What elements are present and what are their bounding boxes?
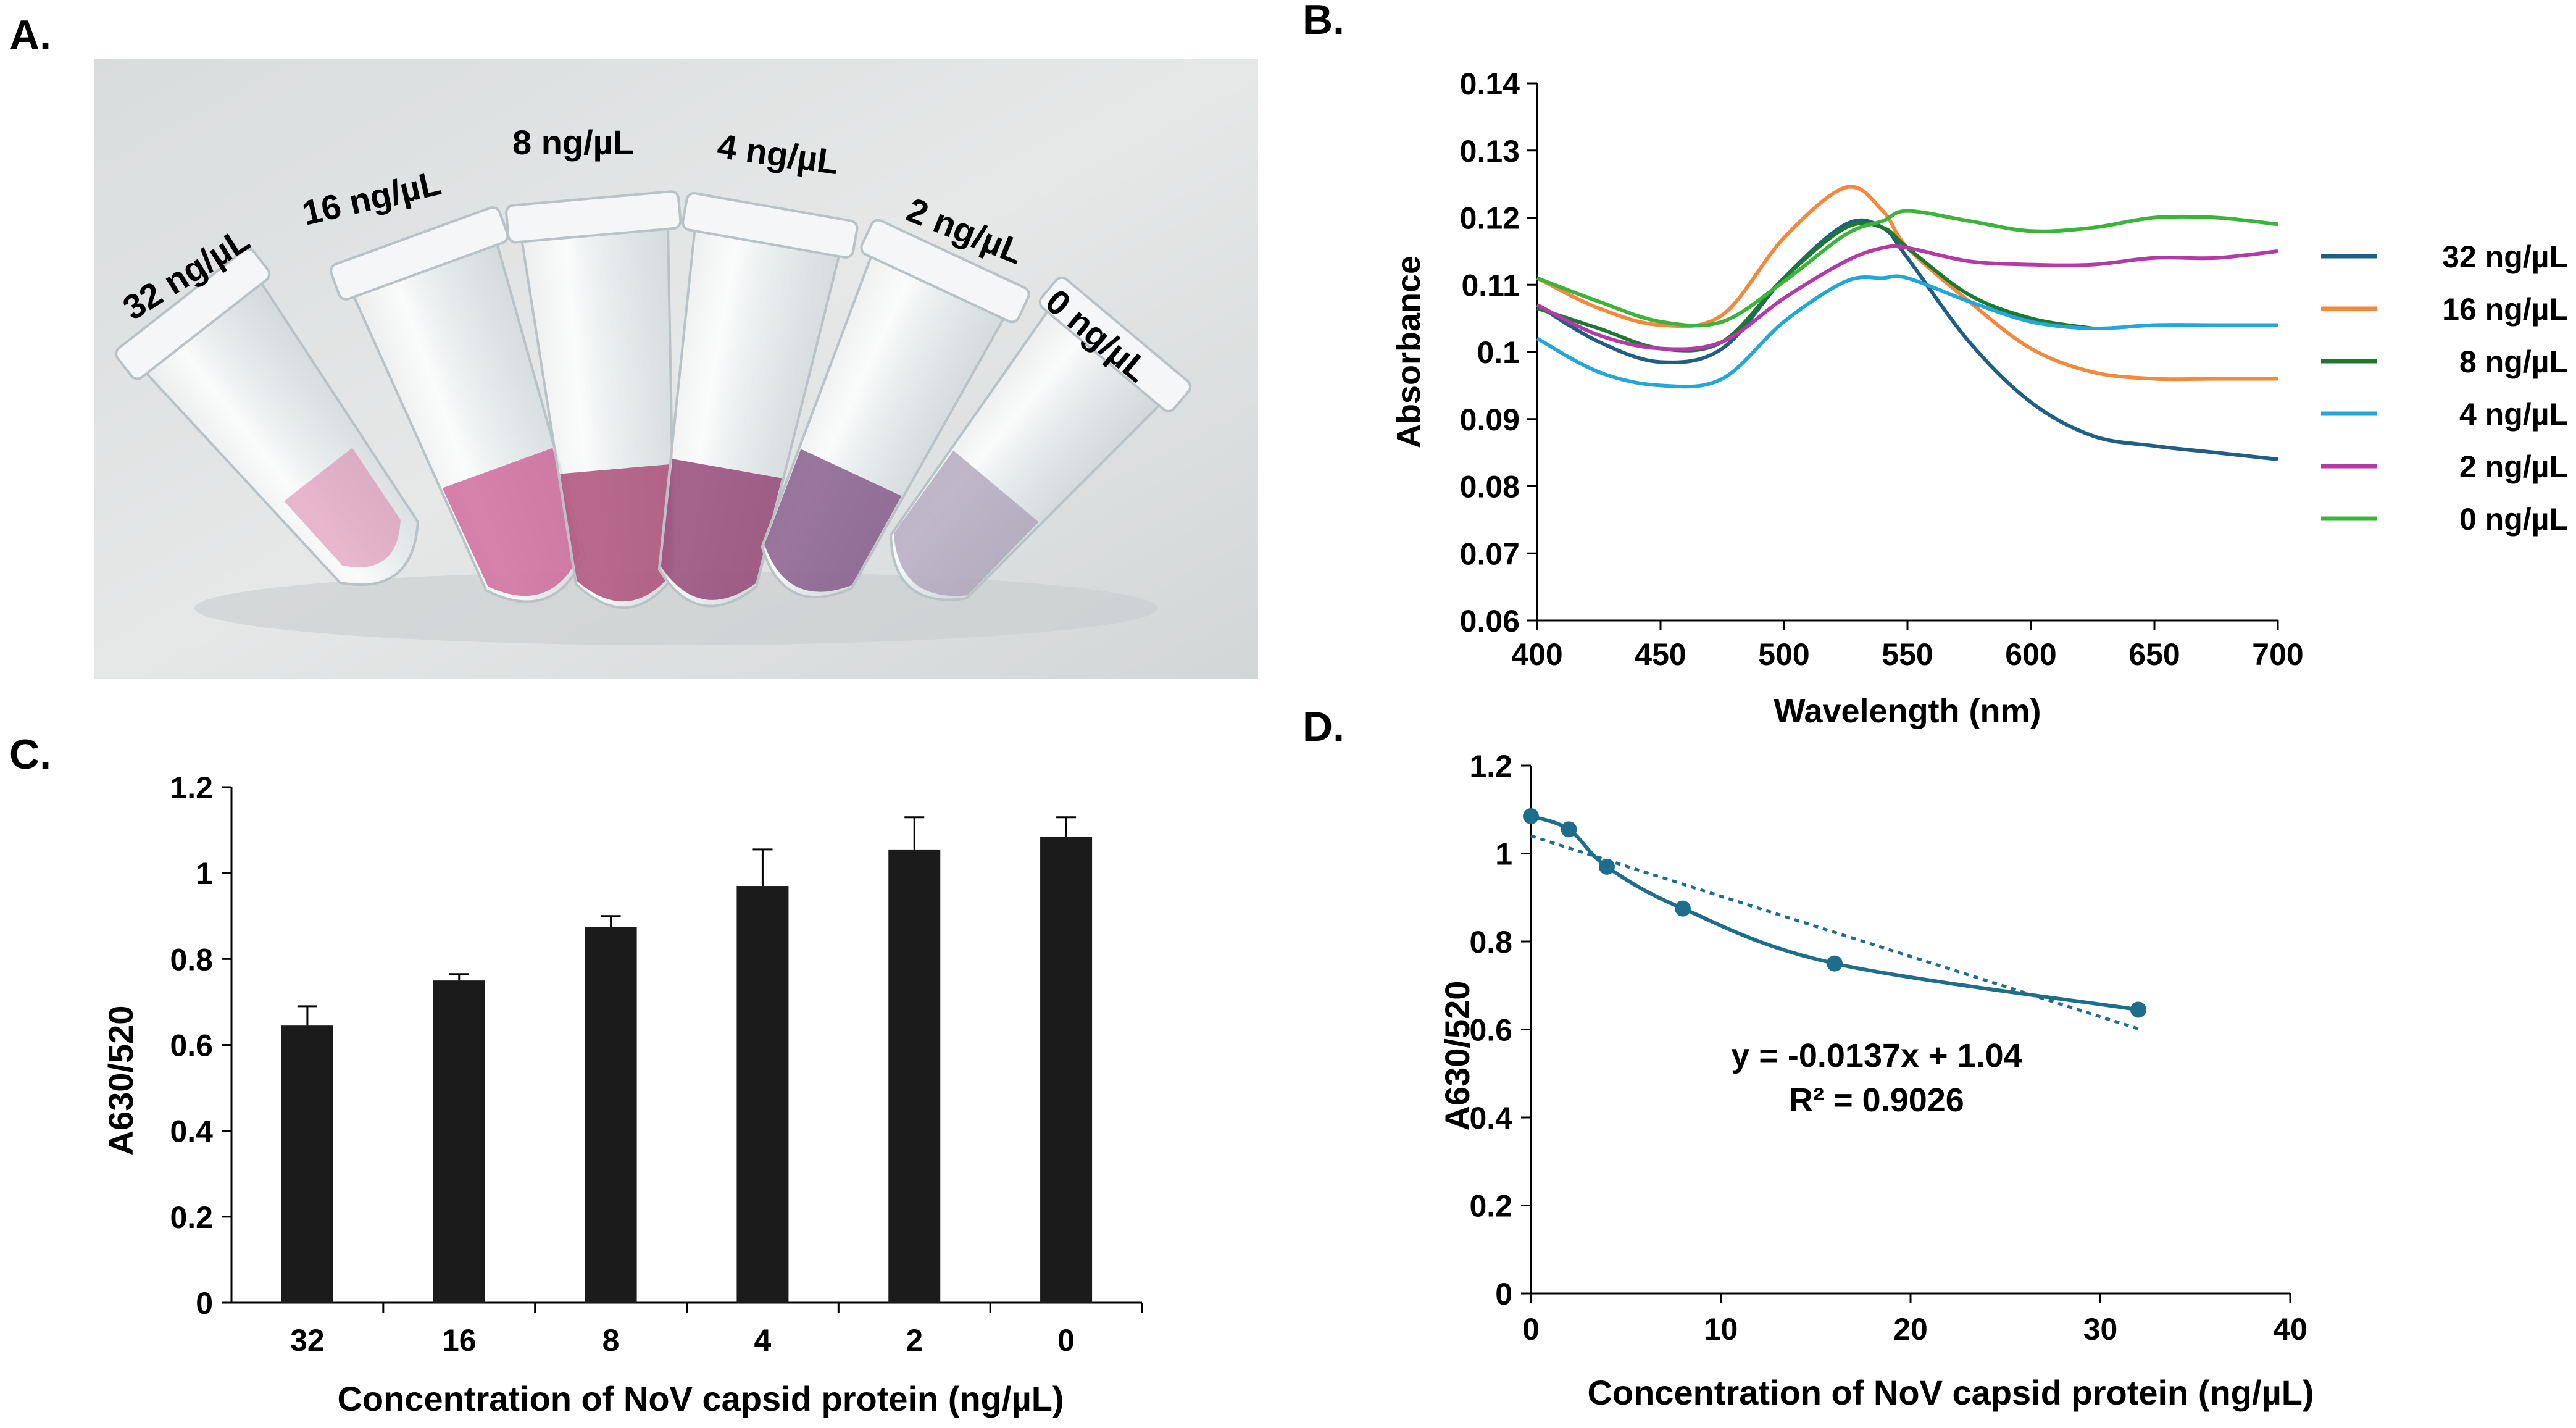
chart-b-ylabel: Absorbance [1390,256,1427,448]
chart-b-series-line [1536,274,2278,389]
chart-c-y-tick-label: 0.2 [170,1200,213,1235]
chart-b-y-tick-label: 0.08 [1460,470,1520,504]
chart-c-y-tick-label: 1 [196,856,213,891]
chart-d-x-tick-label: 20 [1893,1312,1928,1347]
chart-b-series-line [1536,185,2278,382]
chart-d: 0 0.2 0.4 0.6 0.8 1 1.2 0 10 20 30 40 y = -0.0137x … [1438,749,2314,1412]
tube-label-8: 8 ng/µL [512,123,634,162]
chart-d-point [1827,955,1843,972]
chart-b-x-tick-label: 650 [2128,637,2180,672]
chart-d-x-tick-label: 10 [1704,1312,1738,1347]
chart-c-y-tick-label: 0.6 [170,1029,213,1063]
tube-photo: 32 ng/µL 16 ng/µL 8 ng/µL 4 ng/µL 2 ng/µ… [94,59,1258,679]
chart-b-legend-label: 8 ng/µL [2459,344,2568,379]
chart-b-legend-label: 0 ng/µL [2459,502,2568,537]
chart-b-legend-label: 16 ng/µL [2442,292,2568,327]
chart-c-bar [1040,837,1093,1303]
chart-d-y-tick-label: 1.2 [1469,749,1512,783]
chart-b-x-tick-label: 700 [2252,637,2303,672]
tube-0 [889,276,1192,601]
chart-b-x-tick-label: 500 [1758,637,1809,672]
chart-d-y-tick-label: 0.8 [1469,925,1512,959]
panel-b-letter: B. [1303,0,1344,43]
chart-c-x-tick-label: 0 [1057,1323,1075,1358]
chart-b-legend-label: 2 ng/µL [2459,449,2568,484]
chart-b-y-tick-label: 0.06 [1460,604,1520,638]
chart-c-x-tick-label: 16 [442,1323,477,1358]
tube-32 [115,248,419,587]
chart-d-point [1561,821,1577,838]
chart-d-y-tick-label: 0.6 [1469,1013,1512,1048]
chart-b-y-tick-label: 0.11 [1461,268,1520,303]
panel-a-letter: A. [9,12,51,59]
chart-b-y-tick-label: 0.12 [1460,201,1520,236]
chart-c-bar [433,980,485,1303]
chart-b-y-tick-label: 0.13 [1460,134,1520,169]
chart-c-x-tick-label: 8 [602,1323,620,1358]
chart-d-point [2130,1001,2146,1018]
chart-d-point [1675,900,1691,917]
chart-d-y-tick-label: 0.4 [1469,1101,1512,1135]
chart-b-y-tick-label: 0.1 [1477,335,1520,370]
tube-4 [657,192,859,608]
chart-c-ylabel: A630/520 [101,1006,140,1156]
chart-d-xlabel: Concentration of NoV capsid protein (ng/… [1587,1373,2314,1412]
chart-d-equation: y = -0.0137x + 1.04 [1731,1037,2022,1074]
chart-b-series-line [1536,244,2278,351]
chart-c-bar [281,1025,333,1303]
chart-d-trendline [1530,834,2139,1030]
chart-d-point [1523,808,1539,824]
chart-b-series-line [1536,209,2278,328]
chart-c: 0 0.2 0.4 0.6 0.8 1 1.2 32 16 8 4 2 0 Concentration… [101,770,1143,1418]
chart-d-series-line [1530,814,2139,1012]
chart-b-y-tick-label: 0.14 [1460,67,1520,101]
chart-b-y-tick-label: 0.07 [1460,537,1520,571]
chart-c-y-tick-label: 0.8 [170,942,213,977]
panel-d-letter: D. [1303,703,1344,750]
chart-d-point [1599,858,1615,875]
chart-c-bar [736,886,789,1303]
panel-c-letter: C. [9,731,51,778]
chart-b-legend-label: 32 ng/µL [2442,240,2568,274]
chart-c-xlabel: Concentration of NoV capsid protein (ng/… [337,1379,1064,1418]
chart-c-x-tick-label: 4 [754,1323,772,1358]
chart-b-xlabel: Wavelength (nm) [1774,693,2041,730]
chart-b: 0.06 0.07 0.08 0.09 0.1 0.11 0.12 0.13 0.14 400 45… [1390,67,2568,730]
chart-b-x-tick-label: 550 [1882,637,1933,672]
chart-b-series-line [1536,218,2278,461]
chart-c-x-tick-label: 32 [290,1323,325,1358]
chart-d-y-tick-label: 0.2 [1469,1189,1512,1224]
chart-d-y-tick-label: 1 [1495,837,1512,872]
chart-b-x-tick-label: 600 [2005,637,2056,672]
chart-d-r-squared: R² = 0.9026 [1789,1082,1964,1119]
chart-c-y-tick-label: 0 [196,1286,213,1321]
chart-c-bar [888,849,941,1303]
chart-c-x-tick-label: 2 [906,1323,923,1358]
chart-c-y-tick-label: 1.2 [170,770,213,805]
chart-d-y-tick-label: 0 [1495,1277,1512,1311]
chart-b-legend: 32 ng/µL 16 ng/µL 8 ng/µL 4 ng/µL 2 ng/µL 0 n… [2321,240,2568,537]
chart-b-y-tick-label: 0.09 [1460,403,1520,437]
tube-2 [761,219,1030,599]
chart-d-x-tick-label: 30 [2083,1312,2118,1347]
chart-c-y-tick-label: 0.4 [170,1114,213,1149]
chart-c-bar [585,927,637,1303]
chart-b-x-tick-label: 400 [1511,637,1562,672]
chart-d-x-tick-label: 40 [2273,1312,2307,1347]
chart-d-ylabel: A630/520 [1438,981,1477,1131]
chart-d-x-tick-label: 0 [1522,1312,1540,1347]
chart-b-legend-label: 4 ng/µL [2459,397,2568,432]
chart-b-x-tick-label: 450 [1635,637,1686,672]
chart-b-series-line [1536,221,2093,353]
